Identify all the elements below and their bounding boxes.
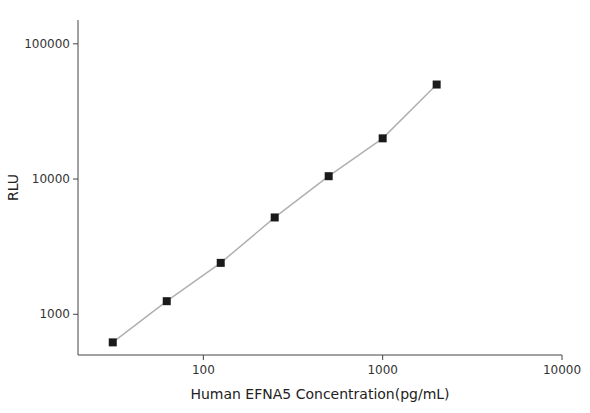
plot-area [109, 81, 441, 347]
y-tick-label: 10000 [32, 172, 70, 186]
data-point [217, 259, 225, 267]
y-axis-label: RLU [5, 174, 21, 201]
data-point [271, 213, 279, 221]
data-point [433, 81, 441, 89]
x-axis-label: Human EFNA5 Concentration(pg/mL) [190, 386, 449, 402]
y-tick [73, 179, 78, 180]
x-tick-label: 10000 [543, 363, 581, 377]
data-point [325, 172, 333, 180]
data-point [109, 338, 117, 346]
x-tick [382, 355, 383, 360]
y-axis-line [78, 20, 79, 355]
x-tick [203, 355, 204, 360]
x-tick-label: 1000 [367, 363, 398, 377]
data-point [379, 134, 387, 142]
y-tick-label: 100000 [24, 37, 70, 51]
chart-svg: 100 1000 10000 1000 10000 100000 Human EFNA5 C… [0, 0, 590, 413]
data-line [113, 85, 437, 343]
chart-container: 100 1000 10000 1000 10000 100000 Human EFNA5 C… [0, 0, 590, 413]
y-tick-label: 1000 [39, 307, 70, 321]
data-point [163, 297, 171, 305]
y-tick [73, 314, 78, 315]
x-axis-line [78, 355, 562, 356]
y-tick [73, 43, 78, 44]
x-tick [562, 355, 563, 360]
x-tick-label: 100 [192, 363, 215, 377]
